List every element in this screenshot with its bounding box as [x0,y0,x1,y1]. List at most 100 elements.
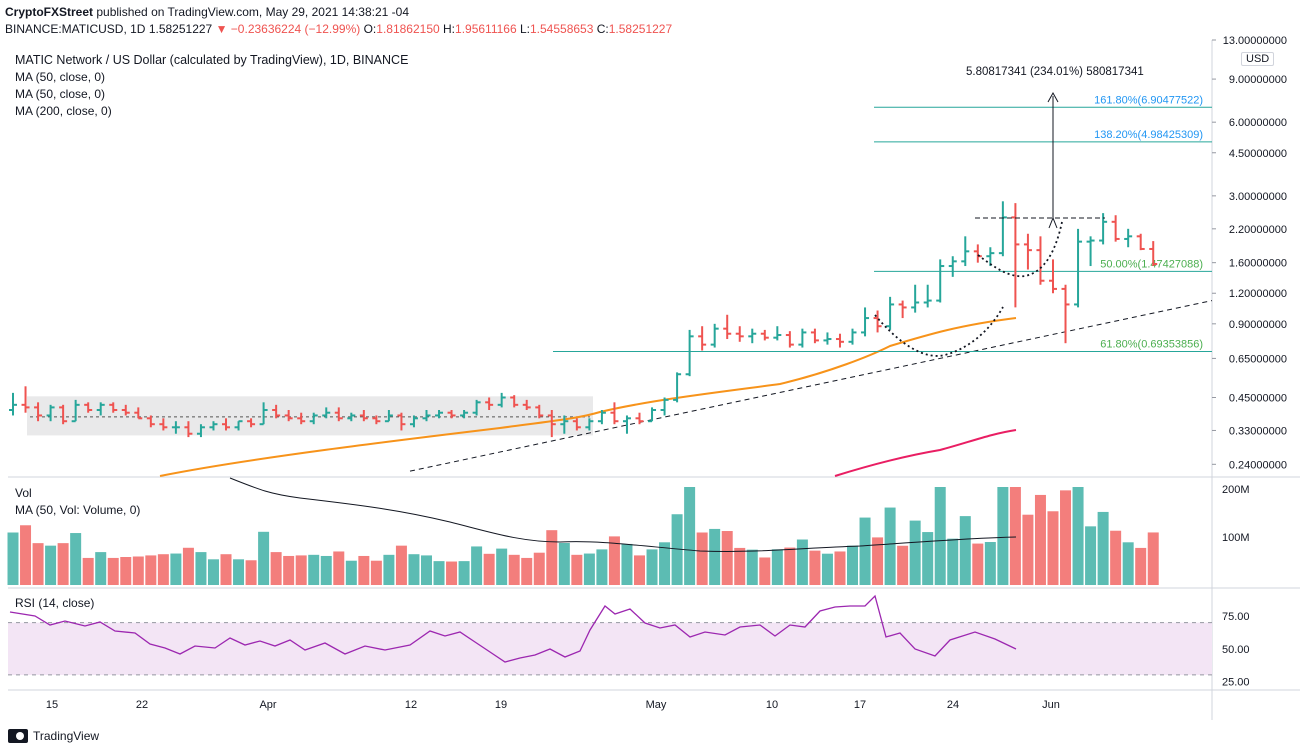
volume-bar [821,553,833,585]
rsi-legend[interactable]: RSI (14, close) [15,596,95,610]
ma-50-line [159,317,1017,477]
ohlc-bar [1011,203,1020,308]
ohlc-bar [622,415,631,434]
rising-trendline [409,300,1213,472]
volume-bar [182,547,194,585]
price-tick-label: 0.33000000 [1229,425,1287,437]
volume-bar [872,537,884,585]
volume-bar [220,554,232,585]
ohlc-bar [610,402,619,425]
date-tick-label: 17 [854,699,866,711]
ohlc-bar [1086,236,1095,267]
ohlc-bar [359,410,368,422]
ohlc-bar [560,415,569,434]
ohlc-bar [497,392,506,408]
ohlc-bar [1149,241,1158,267]
ma-200-legend[interactable]: MA (200, close, 0) [15,104,112,118]
volume-tick-label: 100M [1222,532,1250,544]
ohlc-bar [21,386,30,413]
target-measurement-label: 5.80817341 (234.01%) 580817341 [966,66,1144,78]
price-tick-label: 4.50000000 [1229,148,1287,160]
ohlc-bar [34,402,43,422]
ohlc-bar [309,412,318,425]
ohlc-bar [372,415,381,425]
ohlc-o-label: O: [363,22,377,36]
volume-bar [395,545,407,585]
volume-bar [308,554,320,585]
volume-bar [1110,530,1122,585]
date-tick-label: Jun [1042,699,1060,711]
ohlc-bar [222,418,231,431]
ohlc-bar [1124,228,1133,248]
author-name[interactable]: CryptoFXStreet [5,5,94,19]
volume-bar [1147,532,1159,585]
volume-bar [947,538,959,585]
published-text: published on TradingView.com, May 29, 20… [96,5,410,19]
volume-bar [258,531,270,585]
volume-bar [634,555,645,585]
ohlc-bar [936,259,945,303]
vol-legend[interactable]: Vol [15,486,32,500]
ohlc-bar [635,412,644,425]
ohlc-bar [259,402,268,426]
date-tick-label: Apr [259,699,276,711]
volume-bar [997,487,1009,585]
volume-bar [847,545,859,585]
price-tick-label: 1.60000000 [1229,258,1287,270]
ohlc-bar [159,418,168,431]
date-tick-label: 22 [136,699,148,711]
volume-bar [132,556,144,585]
price-tick-label: 9.00000000 [1229,74,1287,86]
volume-bar [834,551,846,585]
ohlc-bar [46,404,55,422]
volume-bar [521,557,533,585]
volume-bar [784,547,796,585]
date-tick-label: May [646,699,667,711]
ohlc-bar [597,410,606,425]
volume-bar [107,557,119,585]
ma-200-line [834,429,1017,477]
volume-bar [759,557,771,585]
ohlc-bar [948,256,957,277]
ohlc-bar [1074,228,1083,308]
volume-bar [934,487,946,585]
ohlc-bar [84,402,93,413]
price-tick-label: 0.24000000 [1229,459,1287,471]
footer-brand[interactable]: TradingView [33,729,100,743]
ohlc-bar [648,407,657,423]
ma-50b-legend[interactable]: MA (50, close, 0) [15,87,106,101]
ohlc-bar [673,372,682,403]
volume-bar [984,542,996,585]
volume-bar [195,552,207,585]
ohlc-bar [422,410,431,422]
volume-bar [57,543,69,585]
volume-bar [859,517,871,585]
ohlc-bar [547,410,556,438]
ohlc-bar [760,329,769,341]
ohlc-bar [848,328,857,345]
ohlc-bar [134,407,143,420]
ohlc-bar [397,412,406,431]
ma-50-legend[interactable]: MA (50, close, 0) [15,70,106,84]
ohlc-bar [785,331,794,348]
chart-title: MATIC Network / US Dollar (calculated by… [15,53,409,67]
ohlc-bar [1048,259,1057,294]
ohlc-bar [773,326,782,341]
ohlc-bar [572,418,581,431]
volume-bar [446,561,458,585]
volume-bar [320,555,332,585]
ohlc-bar [322,407,331,419]
ohlc-bar [798,328,807,348]
vol-ma-legend[interactable]: MA (50, Vol: Volume, 0) [15,503,141,517]
volume-bar [383,554,395,585]
volume-bar [82,557,94,585]
volume-bar [45,545,57,585]
last-price: 1.58251227 [148,22,213,36]
volume-bar [959,516,971,585]
price-tick-label: 13.00000000 [1223,35,1287,47]
ohlc-bar [59,404,68,425]
ohlc-bar [1023,233,1032,270]
rsi-tick-label: 75.00 [1222,611,1250,623]
ohlc-bar [873,310,882,333]
